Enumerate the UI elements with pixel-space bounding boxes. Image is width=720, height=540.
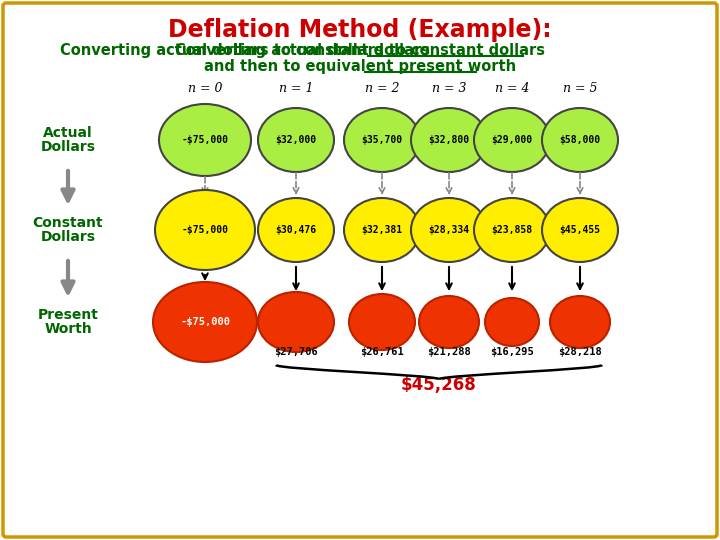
Text: $27,706: $27,706 <box>274 347 318 357</box>
Text: Present: Present <box>37 308 99 322</box>
Text: $23,858: $23,858 <box>492 225 533 235</box>
Text: n = 1: n = 1 <box>279 82 313 94</box>
Ellipse shape <box>159 104 251 176</box>
Text: Worth: Worth <box>44 322 92 336</box>
Text: Constant: Constant <box>32 216 103 230</box>
Ellipse shape <box>419 296 479 348</box>
Text: -$75,000: -$75,000 <box>181 225 228 235</box>
Text: Dollars: Dollars <box>40 140 96 154</box>
Ellipse shape <box>474 108 550 172</box>
Text: n = 2: n = 2 <box>365 82 400 94</box>
Text: $21,288: $21,288 <box>427 347 471 357</box>
Text: $28,218: $28,218 <box>558 347 602 357</box>
Text: $32,381: $32,381 <box>361 225 402 235</box>
Text: $28,334: $28,334 <box>428 225 469 235</box>
Text: n = 5: n = 5 <box>563 82 598 94</box>
Ellipse shape <box>153 282 257 362</box>
Ellipse shape <box>542 198 618 262</box>
Text: $29,000: $29,000 <box>492 135 533 145</box>
Text: Actual: Actual <box>43 126 93 140</box>
Text: $30,476: $30,476 <box>276 225 317 235</box>
Ellipse shape <box>349 294 415 350</box>
Ellipse shape <box>155 190 255 270</box>
Ellipse shape <box>411 108 487 172</box>
Ellipse shape <box>485 298 539 346</box>
Text: $32,800: $32,800 <box>428 135 469 145</box>
Text: Deflation Method (Example):: Deflation Method (Example): <box>168 18 552 42</box>
Text: $35,700: $35,700 <box>361 135 402 145</box>
Text: n = 3: n = 3 <box>432 82 467 94</box>
FancyBboxPatch shape <box>3 3 717 537</box>
Ellipse shape <box>550 296 610 348</box>
Text: Converting actual dollars to constant dollars: Converting actual dollars to constant do… <box>60 43 430 57</box>
Text: $45,268: $45,268 <box>401 376 477 394</box>
Text: $32,000: $32,000 <box>276 135 317 145</box>
Text: $26,761: $26,761 <box>360 347 404 357</box>
Ellipse shape <box>542 108 618 172</box>
Text: n = 0: n = 0 <box>188 82 222 94</box>
Text: -$75,000: -$75,000 <box>181 135 228 145</box>
Text: Converting actual dollars to constant dollars: Converting actual dollars to constant do… <box>175 43 545 57</box>
Text: Dollars: Dollars <box>40 230 96 244</box>
Ellipse shape <box>474 198 550 262</box>
Text: $58,000: $58,000 <box>559 135 600 145</box>
Ellipse shape <box>258 292 334 352</box>
Text: $45,455: $45,455 <box>559 225 600 235</box>
Text: n = 4: n = 4 <box>495 82 529 94</box>
Ellipse shape <box>258 108 334 172</box>
Text: $16,295: $16,295 <box>490 347 534 357</box>
Text: -$75,000: -$75,000 <box>180 317 230 327</box>
Ellipse shape <box>344 108 420 172</box>
Text: and then to equivalent present worth: and then to equivalent present worth <box>204 58 516 73</box>
Ellipse shape <box>411 198 487 262</box>
Ellipse shape <box>344 198 420 262</box>
Ellipse shape <box>258 198 334 262</box>
